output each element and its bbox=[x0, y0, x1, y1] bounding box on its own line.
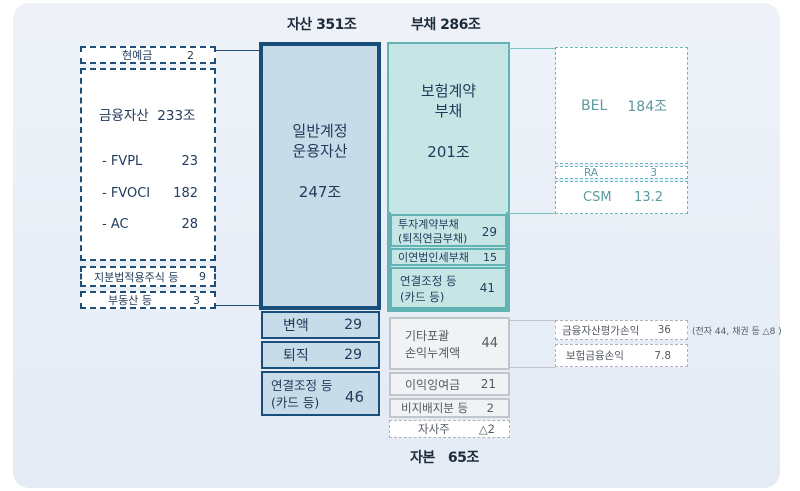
insurance-liabilities-value: 201조 bbox=[427, 142, 470, 161]
cash-box: 현예금 2 bbox=[80, 46, 216, 64]
fvpl-label: - FVPL bbox=[102, 154, 143, 169]
liabilities-consolidation-box: 연결조정 등 (카드 등) 41 bbox=[390, 267, 507, 309]
minority-interest-value: 2 bbox=[486, 401, 494, 415]
fvoci-row: - FVOCI 182 bbox=[102, 186, 198, 201]
valuation-gain-box: 금융자산평가손익 36 bbox=[555, 320, 688, 340]
ra-label: RA bbox=[584, 166, 599, 179]
connector-line-real-estate bbox=[215, 305, 261, 306]
csm-box: CSM 13.2 bbox=[555, 181, 688, 214]
fvpl-row: - FVPL 23 bbox=[102, 154, 198, 169]
assets-consolidation-box: 연결조정 등 (카드 등) 46 bbox=[261, 371, 380, 416]
real-estate-box: 부동산 등 3 bbox=[80, 291, 216, 309]
general-account-line2: 운용자산 bbox=[292, 141, 348, 160]
treasury-stock-value: △2 bbox=[478, 422, 495, 436]
connector-line-bel bbox=[508, 48, 555, 49]
cash-label: 현예금 bbox=[122, 49, 153, 62]
treasury-stock-label: 자사주 bbox=[418, 422, 450, 436]
bel-label: BEL bbox=[581, 98, 608, 114]
ac-row: - AC 28 bbox=[102, 217, 198, 232]
variable-label: 변액 bbox=[283, 318, 309, 334]
general-account-assets-box: 일반계정 운용자산 247조 bbox=[259, 42, 381, 310]
csm-value: 13.2 bbox=[634, 190, 663, 205]
connector-line-cash bbox=[215, 50, 261, 51]
deferred-tax-value: 15 bbox=[483, 250, 497, 264]
treasury-stock-box: 자사주 △2 bbox=[389, 420, 510, 438]
general-account-line1: 일반계정 bbox=[292, 121, 348, 140]
liabilities-consolidation-value: 41 bbox=[479, 281, 495, 295]
variable-box: 변액 29 bbox=[261, 311, 380, 339]
liabilities-header: 부채 286조 bbox=[411, 17, 481, 33]
equity-method-label: 지분법적용주식 등 bbox=[94, 270, 179, 284]
csm-label: CSM bbox=[583, 190, 612, 205]
cash-value: 2 bbox=[187, 48, 194, 62]
retirement-value: 29 bbox=[344, 347, 362, 363]
assets-consolidation-line2: (카드 등) bbox=[271, 395, 320, 410]
investment-contract-line1: 투자계약부채 bbox=[398, 218, 459, 231]
bel-value: 184조 bbox=[627, 99, 667, 115]
insurance-finance-box: 보험금융손익 7.8 bbox=[555, 344, 688, 367]
fvoci-label: - FVOCI bbox=[102, 186, 151, 201]
insurance-finance-label: 보험금융손익 bbox=[566, 350, 624, 362]
liabilities-consolidation-line2: (카드 등) bbox=[400, 290, 445, 304]
variable-value: 29 bbox=[344, 317, 362, 333]
deferred-tax-label: 이연법인세부채 bbox=[398, 251, 469, 264]
connector-line-csm bbox=[508, 213, 555, 214]
insurance-contract-liabilities-box: 보험계약 부채 201조 bbox=[389, 44, 508, 212]
ra-box: RA 3 bbox=[555, 166, 688, 179]
valuation-gain-value: 36 bbox=[657, 324, 671, 336]
minority-interest-label: 비지배지분 등 bbox=[401, 401, 469, 415]
assets-consolidation-value: 46 bbox=[344, 388, 364, 406]
investment-contract-box: 투자계약부채 (퇴직연금부채) 29 bbox=[390, 214, 507, 247]
connector-line-insurance-finance bbox=[510, 367, 555, 368]
fvoci-value: 182 bbox=[173, 186, 198, 201]
aoci-value: 44 bbox=[481, 336, 498, 351]
financial-assets-title: 금융자산 233조 bbox=[99, 108, 196, 124]
investment-contract-line2: (퇴직연금부채) bbox=[398, 232, 468, 245]
retained-earnings-box: 이익잉여금 21 bbox=[389, 372, 510, 396]
assets-header: 자산 351조 bbox=[287, 17, 357, 33]
fvpl-value: 23 bbox=[181, 154, 198, 169]
retained-earnings-value: 21 bbox=[480, 377, 496, 391]
connector-line-valuation bbox=[510, 320, 555, 321]
insurance-finance-value: 7.8 bbox=[654, 349, 671, 362]
retirement-label: 퇴직 bbox=[283, 348, 309, 364]
investment-contract-value: 29 bbox=[481, 225, 497, 239]
deferred-tax-box: 이연법인세부채 15 bbox=[390, 248, 507, 266]
insurance-liabilities-line1: 보험계약 bbox=[420, 81, 477, 100]
assets-consolidation-line1: 연결조정 등 bbox=[271, 378, 333, 393]
aoci-box: 기타포괄 손익누계액 44 bbox=[389, 317, 510, 370]
valuation-gain-label: 금융자산평가손익 bbox=[562, 324, 640, 337]
valuation-note: (전자 44, 채권 등 △8 ) bbox=[692, 327, 782, 337]
insurance-liabilities-line2: 부채 bbox=[434, 101, 463, 120]
equity-method-box: 지분법적용주식 등 9 bbox=[80, 266, 216, 287]
retained-earnings-label: 이익잉여금 bbox=[405, 377, 461, 392]
bel-box: BEL 184조 bbox=[555, 47, 688, 164]
real-estate-value: 3 bbox=[193, 293, 200, 307]
real-estate-label: 부동산 등 bbox=[108, 294, 152, 307]
aoci-line2: 손익누계액 bbox=[405, 346, 461, 360]
ac-label: - AC bbox=[102, 217, 129, 232]
minority-interest-box: 비지배지분 등 2 bbox=[389, 398, 510, 418]
aoci-line1: 기타포괄 bbox=[405, 329, 450, 343]
retirement-box: 퇴직 29 bbox=[261, 341, 380, 369]
financial-assets-box: 금융자산 233조 - FVPL 23 - FVOCI 182 - AC 28 bbox=[80, 68, 216, 261]
ac-value: 28 bbox=[181, 217, 198, 232]
equity-header: 자본 65조 bbox=[410, 450, 479, 466]
general-account-value: 247조 bbox=[298, 182, 342, 201]
ra-value: 3 bbox=[650, 166, 657, 179]
equity-method-value: 9 bbox=[199, 270, 206, 283]
liabilities-consolidation-line1: 연결조정 등 bbox=[400, 274, 457, 288]
